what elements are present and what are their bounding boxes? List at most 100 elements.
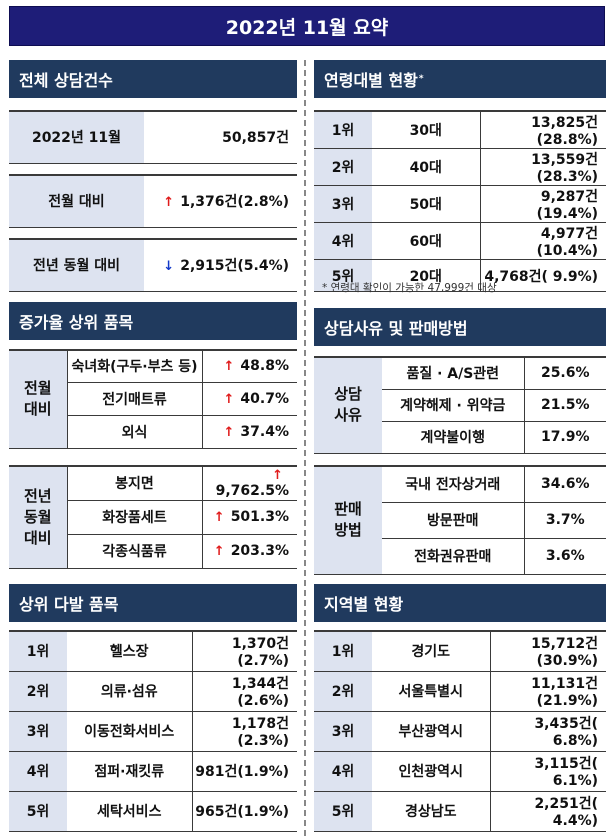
- increase-item-value: 40.7%: [240, 390, 289, 407]
- arrow-down-icon: ↓: [163, 259, 175, 275]
- item-value-cell: 1,178건(2.3%): [191, 711, 297, 752]
- rank-cell: 5위: [9, 791, 67, 832]
- reason-value-cell: 21.5%: [523, 389, 606, 422]
- age-value-cell: 4,977건(10.4%): [479, 222, 606, 260]
- region-name-cell: 경기도: [372, 631, 490, 672]
- sales-name-cell: 전화권유판매: [382, 538, 524, 575]
- increase-item-value: 37.4%: [240, 423, 289, 440]
- increase-item-value: 501.3%: [230, 509, 289, 525]
- increase-table-yoy: 전년 동월 대비 봉지면 ↑9,762.5% 화장품세트 ↑ 501.3% 각종식…: [9, 465, 297, 569]
- section-heading-increase: 증가율 상위 품목: [9, 302, 297, 340]
- arrow-up-icon: ↑: [223, 359, 235, 375]
- age-name-cell: 20대: [372, 259, 480, 292]
- page-title: 2022년 11월 요약: [9, 6, 605, 46]
- region-table: 1위 경기도 15,712건(30.9%) 2위 서울특별시 11,131건(2…: [314, 630, 606, 832]
- item-name-cell: 의류·섬유: [67, 671, 192, 712]
- item-name-cell: 점퍼·재킷류: [67, 751, 192, 792]
- rank-cell: 1위: [314, 111, 372, 149]
- age-footnote: * 연령대 확인이 가능한 47,999건 대상: [322, 282, 497, 294]
- increase-item-name: 화장품세트: [66, 500, 202, 535]
- sales-group-label: 판매 방법: [314, 466, 382, 575]
- mom-table: 전월 대비 ↑ 1,376건(2.8%): [9, 174, 297, 228]
- sales-name-cell: 국내 전자상거래: [382, 466, 524, 503]
- section-heading-top-items: 상위 다발 품목: [9, 584, 297, 622]
- rank-cell: 5위: [314, 259, 372, 292]
- arrow-up-icon: ↑: [213, 510, 225, 525]
- reason-value-cell: 17.9%: [523, 421, 606, 454]
- increase-table-mom: 전월 대비 숙녀화(구두·부츠 등) ↑ 48.8% 전기매트류 ↑ 40.7% 외…: [9, 349, 297, 449]
- increase-group-label: 전월 대비: [9, 350, 67, 449]
- total-value-current: 50,857건: [144, 111, 297, 164]
- rank-cell: 4위: [9, 751, 67, 792]
- section-heading-region: 지역별 현황: [314, 584, 606, 622]
- rank-cell: 3위: [9, 711, 67, 752]
- yoy-table: 전년 동월 대비 ↓ 2,915건(5.4%): [9, 238, 297, 292]
- mom-label: 전월 대비: [9, 175, 144, 228]
- age-table: 1위 30대 13,825건(28.8%) 2위 40대 13,559건(28.…: [314, 110, 606, 292]
- region-value-cell: 3,435건( 6.8%): [489, 711, 606, 752]
- yoy-value: 2,915건(5.4%): [180, 258, 289, 275]
- increase-item-name: 숙녀화(구두·부츠 등): [66, 350, 202, 383]
- age-name-cell: 40대: [372, 148, 480, 186]
- region-name-cell: 경상남도: [372, 791, 490, 832]
- rank-cell: 2위: [314, 148, 372, 186]
- arrow-up-icon: ↑: [223, 391, 235, 407]
- item-name-cell: 이동전화서비스: [67, 711, 192, 752]
- rank-cell: 3위: [314, 185, 372, 223]
- increase-item-value: 203.3%: [230, 543, 289, 559]
- reason-group-label: 상담 사유: [314, 357, 382, 454]
- item-value-cell: 1,344건(2.6%): [191, 671, 297, 712]
- age-name-cell: 60대: [372, 222, 480, 260]
- rank-cell: 2위: [9, 671, 67, 712]
- rank-cell: 1위: [9, 631, 67, 672]
- sales-name-cell: 방문판매: [382, 502, 524, 539]
- rank-cell: 1위: [314, 631, 372, 672]
- rank-cell: 3위: [314, 711, 372, 752]
- rank-cell: 2위: [314, 671, 372, 712]
- age-name-cell: 30대: [372, 111, 480, 149]
- section-heading-age: 연령대별 현황 *: [314, 60, 606, 98]
- sales-value-cell: 3.6%: [523, 538, 606, 575]
- sales-method-table: 판매 방법 국내 전자상거래 34.6% 방문판매 3.7% 전화권유판매 3.…: [314, 465, 606, 575]
- reason-name-cell: 계약불이행: [382, 421, 524, 454]
- yoy-label: 전년 동월 대비: [9, 239, 144, 292]
- increase-item-value: 9,762.5%: [215, 483, 289, 500]
- increase-item-name: 전기매트류: [66, 382, 202, 416]
- region-name-cell: 서울특별시: [372, 671, 490, 712]
- rank-cell: 5위: [314, 791, 372, 832]
- age-value-cell: 13,825건(28.8%): [479, 111, 606, 149]
- rank-cell: 4위: [314, 222, 372, 260]
- item-name-cell: 세탁서비스: [67, 791, 192, 832]
- item-value-cell: 1,370건(2.7%): [191, 631, 297, 672]
- age-heading-text: 연령대별 현황: [324, 71, 418, 90]
- rank-cell: 4위: [314, 751, 372, 792]
- region-value-cell: 3,115건( 6.1%): [489, 751, 606, 792]
- region-value-cell: 11,131건(21.9%): [489, 671, 606, 712]
- region-name-cell: 부산광역시: [372, 711, 490, 752]
- item-name-cell: 헬스장: [67, 631, 192, 672]
- total-table: 2022년 11월 50,857건: [9, 110, 297, 164]
- section-heading-reason: 상담사유 및 판매방법: [314, 308, 606, 346]
- age-value-cell: 4,768건( 9.9%): [479, 259, 606, 292]
- arrow-up-icon: ↑: [213, 544, 225, 559]
- total-label-current: 2022년 11월: [9, 111, 144, 164]
- mom-value: 1,376건(2.8%): [180, 194, 289, 211]
- arrow-up-icon: ↑: [163, 195, 175, 211]
- age-heading-mark: *: [418, 74, 424, 84]
- increase-item-name: 각종식품류: [66, 534, 202, 569]
- sales-value-cell: 34.6%: [523, 466, 606, 503]
- age-name-cell: 50대: [372, 185, 480, 223]
- increase-item-value: 48.8%: [240, 358, 289, 375]
- increase-item-name: 봉지면: [66, 466, 202, 501]
- region-value-cell: 15,712건(30.9%): [489, 631, 606, 672]
- arrow-up-icon: ↑: [223, 424, 235, 440]
- item-value-cell: 965건(1.9%): [191, 791, 297, 832]
- item-value-cell: 981건(1.9%): [191, 751, 297, 792]
- section-heading-total: 전체 상담건수: [9, 60, 297, 98]
- column-divider: [304, 60, 306, 836]
- sales-value-cell: 3.7%: [523, 502, 606, 539]
- reason-value-cell: 25.6%: [523, 357, 606, 390]
- region-value-cell: 2,251건( 4.4%): [489, 791, 606, 832]
- increase-item-name: 외식: [66, 415, 202, 449]
- reason-name-cell: 계약해제 · 위약금: [382, 389, 524, 422]
